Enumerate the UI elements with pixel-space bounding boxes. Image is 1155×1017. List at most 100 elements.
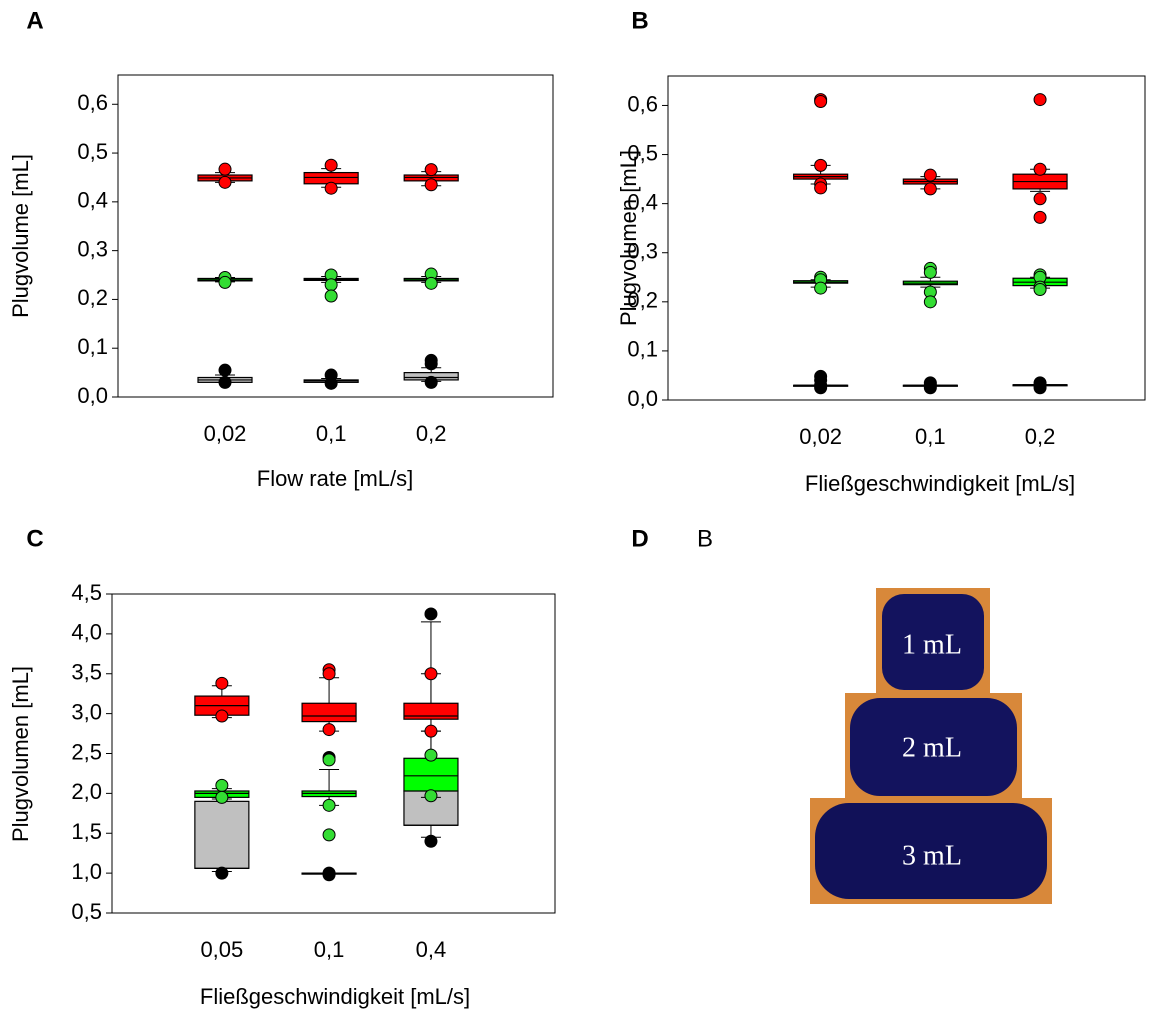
box xyxy=(403,353,459,389)
box xyxy=(902,168,958,196)
box xyxy=(902,261,958,309)
y-tick-label: 0,6 xyxy=(77,90,108,115)
outlier xyxy=(322,723,336,737)
outlier xyxy=(424,607,438,621)
photo: 1 mL 2 mL 3 mL xyxy=(810,588,1052,904)
plug-label: 2 mL xyxy=(902,732,962,763)
box xyxy=(1012,268,1068,297)
box xyxy=(197,270,253,289)
outlier xyxy=(322,828,336,842)
outlier xyxy=(324,376,338,390)
outlier xyxy=(814,158,828,172)
outlier xyxy=(424,724,438,738)
outlier xyxy=(424,178,438,192)
x-axis-label: Flow rate [mL/s] xyxy=(257,466,413,491)
y-axis-label: Plugvolumen [mL] xyxy=(8,666,33,842)
box xyxy=(902,376,958,395)
outlier xyxy=(215,676,229,690)
box xyxy=(194,796,250,880)
box xyxy=(194,778,250,804)
outlier xyxy=(324,289,338,303)
outlier xyxy=(215,709,229,723)
outlier xyxy=(814,381,828,395)
box xyxy=(194,676,250,723)
x-tick-label: 0,02 xyxy=(204,421,247,446)
plug-label: 1 mL xyxy=(902,629,962,660)
y-tick-label: 2,0 xyxy=(71,779,102,804)
outlier xyxy=(923,168,937,182)
outlier xyxy=(424,276,438,290)
x-tick-label: 0,2 xyxy=(1025,424,1056,449)
y-tick-label: 0,4 xyxy=(77,188,108,213)
box xyxy=(403,267,459,290)
outlier xyxy=(322,753,336,767)
x-tick-label: 0,05 xyxy=(200,937,243,962)
box xyxy=(303,368,359,390)
plug xyxy=(815,803,1047,899)
outlier xyxy=(218,162,232,176)
box xyxy=(793,270,849,295)
outlier xyxy=(218,363,232,377)
x-tick-label: 0,1 xyxy=(316,421,347,446)
panel-label: C xyxy=(26,525,43,552)
outlier xyxy=(1033,210,1047,224)
box xyxy=(403,163,459,192)
outlier xyxy=(218,175,232,189)
outlier xyxy=(324,278,338,292)
outlier xyxy=(923,265,937,279)
y-tick-label: 0,5 xyxy=(627,140,658,165)
y-tick-label: 0,1 xyxy=(627,337,658,362)
outlier xyxy=(324,158,338,172)
outlier xyxy=(424,667,438,681)
box xyxy=(1012,93,1068,224)
y-tick-label: 4,5 xyxy=(71,580,102,605)
outlier xyxy=(322,667,336,681)
y-tick-label: 0,6 xyxy=(627,91,658,116)
box xyxy=(301,663,357,737)
y-tick-label: 0,5 xyxy=(77,139,108,164)
outlier xyxy=(322,798,336,812)
outlier xyxy=(424,375,438,389)
plug xyxy=(882,594,984,690)
outlier xyxy=(1033,192,1047,206)
outlier xyxy=(814,181,828,195)
x-axis-label: Fließgeschwindigkeit [mL/s] xyxy=(805,471,1075,496)
box xyxy=(301,753,357,842)
outlier xyxy=(424,163,438,177)
outlier xyxy=(1033,162,1047,176)
y-tick-label: 0,2 xyxy=(627,288,658,313)
box xyxy=(197,363,253,389)
outlier xyxy=(424,357,438,371)
box xyxy=(403,730,459,803)
plug xyxy=(850,698,1017,796)
y-tick-label: 0,0 xyxy=(77,383,108,408)
box xyxy=(793,93,849,195)
outlier xyxy=(1033,93,1047,107)
outlier xyxy=(923,182,937,196)
photo-label: B xyxy=(697,525,713,552)
box-body xyxy=(301,702,357,723)
outlier xyxy=(814,95,828,109)
box-body xyxy=(403,702,459,720)
y-tick-label: 0,0 xyxy=(627,386,658,411)
outlier xyxy=(218,375,232,389)
plug-label: 3 mL xyxy=(902,840,962,871)
y-tick-label: 0,3 xyxy=(77,236,108,261)
box xyxy=(793,369,849,395)
y-axis-label: Plugvolume [mL] xyxy=(8,154,33,318)
y-tick-label: 1,0 xyxy=(71,859,102,884)
x-tick-label: 0,02 xyxy=(799,424,842,449)
y-tick-label: 0,1 xyxy=(77,334,108,359)
box-body xyxy=(403,757,459,792)
x-tick-label: 0,1 xyxy=(915,424,946,449)
box xyxy=(197,162,253,189)
outlier xyxy=(215,790,229,804)
panel-label: A xyxy=(26,7,43,34)
x-axis-label: Fließgeschwindigkeit [mL/s] xyxy=(200,984,470,1009)
box xyxy=(403,667,459,738)
outlier xyxy=(424,748,438,762)
outlier xyxy=(1033,283,1047,297)
box xyxy=(1012,376,1068,395)
y-tick-label: 0,2 xyxy=(77,285,108,310)
